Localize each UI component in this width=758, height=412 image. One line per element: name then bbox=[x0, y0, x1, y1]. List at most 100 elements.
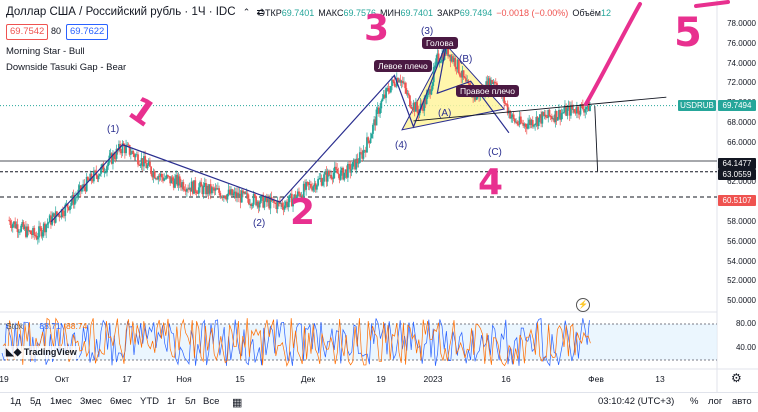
candle-body bbox=[249, 203, 252, 205]
candle-body bbox=[503, 93, 506, 103]
candle-body bbox=[230, 189, 232, 195]
osc-value-2: 88.74 bbox=[66, 321, 88, 331]
compare-icon[interactable]: ⇄ bbox=[256, 7, 265, 17]
candle-body bbox=[430, 89, 433, 95]
candle-body bbox=[233, 191, 236, 194]
chevron-up-icon[interactable]: ⌃ bbox=[242, 7, 251, 17]
candle-body bbox=[11, 224, 14, 228]
candle-body bbox=[175, 175, 178, 179]
settings-icon[interactable]: ⚙ bbox=[731, 371, 742, 385]
candle-body bbox=[162, 177, 164, 181]
osc-name: Stox bbox=[6, 321, 24, 331]
candle-body bbox=[546, 117, 548, 119]
candle-body bbox=[462, 70, 465, 78]
candle-body bbox=[383, 94, 386, 98]
candle-body bbox=[438, 62, 441, 64]
candle-body bbox=[550, 116, 553, 120]
candle-body bbox=[201, 186, 204, 195]
tradingview-logo: ◣◆ TradingView bbox=[4, 346, 79, 359]
candle-body bbox=[112, 153, 114, 164]
bid-price-button[interactable]: 69.7542 bbox=[6, 24, 49, 40]
calendar-icon[interactable]: ▦ bbox=[232, 397, 243, 409]
candle-body bbox=[554, 110, 557, 123]
candle-body bbox=[523, 123, 526, 126]
candle-body bbox=[437, 53, 440, 63]
candle-body bbox=[14, 221, 17, 229]
candle-body bbox=[286, 201, 288, 208]
range-button[interactable]: 3мес bbox=[80, 396, 102, 407]
candle-body bbox=[103, 172, 106, 173]
percent-button[interactable]: % bbox=[690, 396, 699, 407]
candle-body bbox=[568, 105, 571, 116]
ask-price-button[interactable]: 69.7622 bbox=[66, 24, 109, 40]
range-button[interactable]: YTD bbox=[140, 396, 159, 407]
candle-body bbox=[491, 80, 494, 84]
candle-body bbox=[566, 108, 569, 116]
candle-body bbox=[164, 178, 167, 180]
ohlc-label: Объём bbox=[572, 8, 601, 18]
candle-body bbox=[60, 209, 63, 218]
candle-body bbox=[289, 193, 292, 196]
auto-button[interactable]: авто bbox=[732, 396, 752, 407]
range-button[interactable]: 1мес bbox=[50, 396, 72, 407]
candle-body bbox=[406, 93, 409, 95]
candle-body bbox=[423, 98, 426, 111]
handwritten-stroke-top bbox=[694, 0, 730, 8]
range-button[interactable]: 5л bbox=[185, 396, 196, 407]
candle-body bbox=[440, 61, 442, 63]
ohlc-label: МИН bbox=[380, 8, 401, 18]
candle-body bbox=[389, 86, 392, 93]
candle-body bbox=[447, 43, 449, 57]
candle-body bbox=[104, 171, 107, 173]
candle-body bbox=[188, 187, 191, 190]
candle-body bbox=[248, 198, 250, 205]
candle-body bbox=[315, 185, 318, 190]
candle-body bbox=[91, 180, 94, 182]
candle-body bbox=[525, 126, 528, 129]
candle-body bbox=[13, 221, 15, 225]
candle-body bbox=[159, 173, 162, 177]
candle-body bbox=[573, 109, 576, 113]
price-tick: 62.0000 bbox=[727, 177, 756, 187]
clock-readout[interactable]: 03:10:42 (UTC+3) bbox=[598, 396, 675, 407]
candle-body bbox=[212, 187, 215, 189]
range-button[interactable]: 1г bbox=[167, 396, 176, 407]
candle-body bbox=[207, 185, 210, 194]
candle-body bbox=[187, 188, 189, 190]
candle-body bbox=[264, 196, 267, 201]
log-button[interactable]: лог bbox=[708, 396, 723, 407]
candle-body bbox=[259, 195, 262, 203]
candle-body bbox=[524, 123, 527, 127]
candle-body bbox=[118, 143, 120, 151]
candle-body bbox=[121, 143, 124, 154]
indicator-morning-star[interactable]: Morning Star - Bull bbox=[6, 46, 85, 57]
candle-body bbox=[387, 88, 390, 92]
candle-body bbox=[368, 140, 371, 143]
lightning-icon[interactable]: ⚡ bbox=[576, 298, 590, 312]
time-tick: 2023 bbox=[423, 374, 443, 384]
candle-body bbox=[330, 174, 333, 179]
candle-body bbox=[55, 211, 58, 216]
candle-body bbox=[128, 144, 131, 155]
time-tick: 19 bbox=[0, 374, 9, 384]
candle-body bbox=[414, 102, 417, 112]
symbol-title[interactable]: Доллар США / Российский рубль · 1Ч · IDC… bbox=[6, 6, 264, 18]
candle-body bbox=[47, 222, 50, 224]
osc-value-1: 88.71 bbox=[39, 321, 61, 331]
candle-body bbox=[234, 191, 237, 198]
candle-body bbox=[327, 170, 330, 176]
candle-body bbox=[252, 194, 255, 205]
range-button[interactable]: 1д bbox=[10, 396, 21, 407]
range-button[interactable]: 6мес bbox=[110, 396, 132, 407]
time-tick: Дек bbox=[300, 374, 316, 384]
candle-body bbox=[194, 180, 197, 192]
candle-body bbox=[461, 70, 464, 78]
indicator-downside-tasuki[interactable]: Downside Tasuki Gap - Bear bbox=[6, 62, 127, 73]
range-button[interactable]: 5д bbox=[30, 396, 41, 407]
candle-body bbox=[69, 205, 71, 211]
osc-legend[interactable]: Stox 88.71 88.74 bbox=[6, 321, 87, 331]
range-button[interactable]: Все bbox=[203, 396, 220, 407]
candle-body bbox=[512, 114, 515, 119]
candle-body bbox=[134, 154, 137, 158]
